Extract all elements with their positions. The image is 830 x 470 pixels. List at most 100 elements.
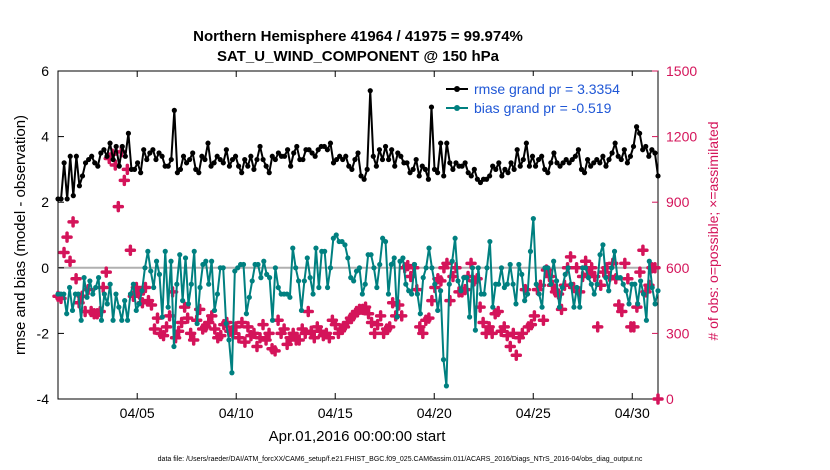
rmse-point [257,143,263,150]
bias-point [469,265,476,271]
rmse-point [379,156,386,163]
rmse-point [438,140,444,146]
bias-point [481,291,487,297]
bias-point [536,291,542,297]
rmse-point [309,150,315,156]
rmse-point [398,153,404,159]
bias-point [388,261,394,268]
bias-point [632,281,638,287]
obs-count-marker [118,174,131,187]
bias-point [443,383,450,389]
bias-point [342,242,348,248]
bias-point [635,301,641,307]
rmse-point [474,176,480,182]
rmse-point [477,179,484,186]
obs-count-marker [414,321,426,333]
rmse-point [92,160,98,166]
rmse-point [104,153,110,159]
bias-point [310,291,316,297]
rmse-point [404,160,410,166]
bias-point [156,271,163,277]
obs-count-marker [362,307,375,320]
bias-point [223,320,229,327]
bias-point [159,314,165,320]
rmse-point [603,163,609,169]
obs-count-marker [178,301,191,313]
bias-point [206,281,212,287]
bias-point [104,301,110,307]
bias-point [519,271,525,277]
rmse-point [223,147,229,153]
bias-point [180,298,186,304]
x-tick-label: 04/05 [120,405,155,421]
bias-point [258,275,264,281]
rmse-point [389,147,395,153]
bias-point [620,281,626,287]
obs-count-marker [504,340,517,353]
bias-point [606,288,612,294]
bias-point [371,265,377,271]
obs-count-marker [172,325,185,337]
bias-point [640,291,647,297]
rmse-point [529,153,536,159]
y2-tick-label: 1200 [666,129,697,145]
bias-point [403,281,409,287]
rmse-point [159,153,165,159]
obs-count-marker [510,349,523,362]
rmse-point [649,147,655,153]
rmse-point [110,156,116,163]
bias-point [382,238,389,245]
y-tick-label: 4 [41,129,49,145]
bias-point [377,261,383,268]
plot-area [57,70,659,400]
legend-rmse-label: rmse grand pr = 3.3354 [474,81,620,97]
rmse-point [343,153,349,159]
rmse-point [483,176,490,182]
rmse-point [557,163,563,169]
rmse-point [465,170,471,176]
obs-count-marker [492,305,504,318]
rmse-point [511,166,517,172]
bias-point [191,248,197,254]
x-tick-label: 04/10 [219,405,254,421]
y-tick-label: 0 [41,260,49,276]
bias-point [211,307,218,314]
bias-point [327,265,334,271]
bias-point [81,275,87,281]
obs-count-marker [323,332,336,344]
obs-count-marker [148,323,161,335]
rmse-point [536,156,542,163]
obs-count-marker [435,275,447,287]
bias-point [574,284,580,291]
bias-point [240,261,247,268]
bias-point [249,278,255,284]
rmse-series [55,88,661,202]
bias-point [142,265,148,271]
bias-point [93,284,99,291]
rmse-point [134,160,141,166]
bias-point [490,304,496,310]
rmse-point [281,153,288,159]
rmse-point [612,140,618,146]
obs-count-marker [359,301,372,313]
obs-count-marker [305,325,318,337]
obs-count-marker [233,332,245,344]
rmse-point [606,156,612,163]
rmse-point [624,160,630,166]
obs-count-marker [254,332,266,344]
rmse-point [523,140,529,146]
bias-point [174,281,180,287]
bias-point [527,248,534,254]
rmse-point [64,196,70,202]
obs-count-marker [239,336,251,348]
bias-point [646,258,652,264]
bias-point [255,261,261,268]
bias-point [435,307,441,314]
rmse-point [89,153,95,159]
rmse-point [431,166,438,172]
obs-count-marker [112,200,125,213]
rmse-point [444,140,450,146]
obs-count-marker [58,246,70,259]
rmse-point [615,153,621,159]
